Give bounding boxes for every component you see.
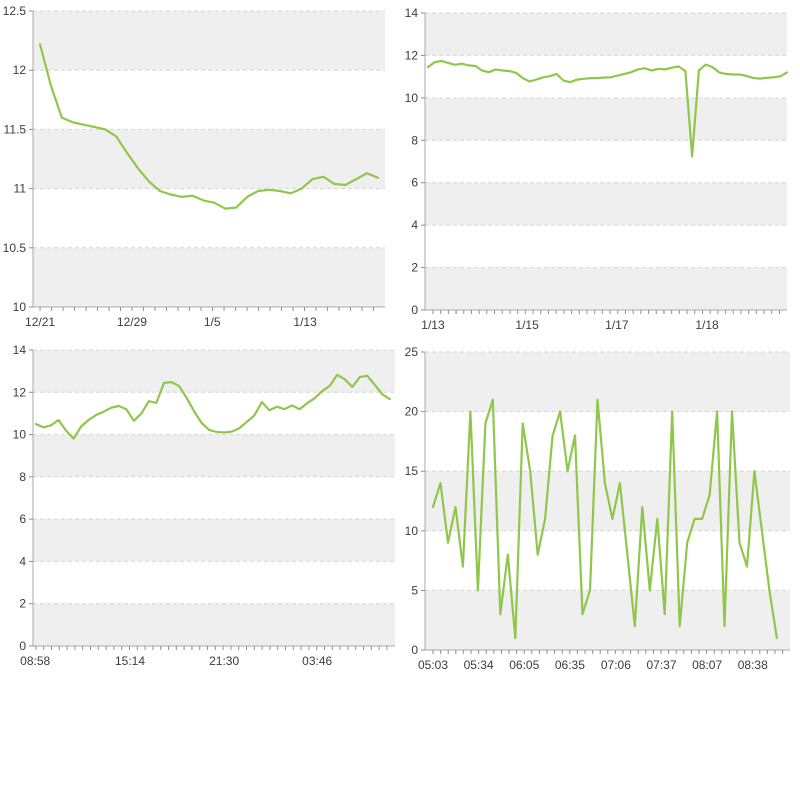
y-axis-label: 4 bbox=[19, 554, 26, 568]
x-axis-label: 1/13 bbox=[421, 318, 445, 332]
x-axis-label: 06:05 bbox=[509, 658, 539, 672]
interlaced-band bbox=[33, 247, 385, 307]
interlaced-band bbox=[33, 519, 395, 562]
interlaced-band bbox=[33, 350, 395, 393]
y-axis-label: 25 bbox=[405, 345, 419, 359]
x-axis-label: 07:37 bbox=[647, 658, 677, 672]
interlaced-band bbox=[33, 129, 385, 189]
y-axis-label: 14 bbox=[13, 343, 27, 357]
x-axis-label: 12/21 bbox=[25, 315, 55, 329]
y-axis-label: 10 bbox=[13, 428, 27, 442]
y-axis-label: 0 bbox=[19, 639, 26, 653]
series-line bbox=[431, 398, 778, 640]
chart-panel-bottom-right: 25 20 15 10 5 0 05:03 05:34 06:05 06:35 07:06 07:37… bbox=[400, 340, 800, 675]
y-axis-label: 5 bbox=[411, 583, 418, 597]
chart-canvas: 14 12 10 8 6 4 2 01/13 1/15 1/17 1/18 bbox=[405, 6, 789, 332]
x-axis-label: 15:14 bbox=[115, 654, 145, 668]
y-axis-label: 12 bbox=[405, 48, 419, 62]
x-axis-label: 12/29 bbox=[117, 315, 147, 329]
interlaced-band bbox=[33, 603, 395, 646]
x-axis-label: 08:07 bbox=[692, 658, 722, 672]
x-axis-label: 1/5 bbox=[204, 315, 221, 329]
y-axis-label: 6 bbox=[411, 176, 418, 190]
x-axis-label: 05:03 bbox=[418, 658, 448, 672]
interlaced-band bbox=[425, 97, 787, 141]
y-axis-label: 10 bbox=[405, 524, 419, 538]
y-axis-label: 11.5 bbox=[4, 122, 27, 136]
interlaced-band bbox=[425, 590, 790, 650]
series-line bbox=[426, 59, 789, 158]
x-axis-label: 08:38 bbox=[738, 658, 768, 672]
y-axis-label: 12.5 bbox=[3, 4, 27, 18]
y-axis-label: 8 bbox=[19, 470, 26, 484]
x-axis-label: 05:34 bbox=[464, 658, 494, 672]
x-axis-label: 06:35 bbox=[555, 658, 585, 672]
y-axis-label: 12 bbox=[13, 385, 27, 399]
interlaced-band bbox=[425, 267, 787, 310]
chart-panel-top-right: 14 12 10 8 6 4 2 0 1/13 1/15 1/17 1/18 bbox=[400, 0, 800, 335]
interlaced-band bbox=[33, 434, 395, 477]
x-axis-label: 1/15 bbox=[515, 318, 539, 332]
y-axis-label: 0 bbox=[411, 643, 418, 657]
y-axis-label: 10 bbox=[13, 300, 27, 314]
chart-panel-top-left: 12.5 12 11.5 11 10.5 10 12/21 12/29 1/5 1/13 bbox=[0, 0, 400, 335]
y-axis-label: 14 bbox=[405, 6, 419, 20]
y-axis-label: 6 bbox=[19, 512, 26, 526]
interlaced-band bbox=[425, 13, 787, 56]
chart-canvas: 25 20 15 10 5 005:03 05:34 06:05 06:35 07:06 07:37… bbox=[405, 345, 790, 672]
x-axis-label: 03:46 bbox=[302, 654, 332, 668]
chart-canvas: 14 12 10 8 6 4 2 008:58 15:14 21:30 03:46 bbox=[13, 343, 395, 668]
y-axis-label: 12 bbox=[13, 63, 27, 77]
x-axis-label: 1/17 bbox=[605, 318, 629, 332]
y-axis-label: 2 bbox=[19, 597, 26, 611]
interlaced-band bbox=[33, 11, 385, 71]
chart-panel-bottom-left: 14 12 10 8 6 4 2 0 08:58 15:14 21:30 03:46 bbox=[0, 340, 400, 675]
y-axis-label: 10 bbox=[405, 91, 419, 105]
x-axis-label: 1/18 bbox=[695, 318, 719, 332]
y-axis-label: 20 bbox=[405, 405, 419, 419]
y-axis-label: 8 bbox=[411, 133, 418, 147]
interlaced-band bbox=[425, 182, 787, 226]
x-axis-label: 08:58 bbox=[20, 654, 50, 668]
y-axis-label: 15 bbox=[405, 464, 419, 478]
series-line bbox=[38, 43, 380, 210]
x-axis-label: 07:06 bbox=[601, 658, 631, 672]
interlaced-band bbox=[425, 352, 790, 412]
x-axis-label: 21:30 bbox=[209, 654, 239, 668]
x-axis-label: 1/13 bbox=[293, 315, 317, 329]
y-axis-label: 0 bbox=[411, 303, 418, 317]
y-axis-label: 2 bbox=[411, 261, 418, 275]
series-line bbox=[34, 373, 391, 440]
y-axis-label: 4 bbox=[411, 218, 418, 232]
y-axis-label: 11 bbox=[14, 182, 27, 196]
y-axis-label: 10.5 bbox=[3, 241, 27, 255]
